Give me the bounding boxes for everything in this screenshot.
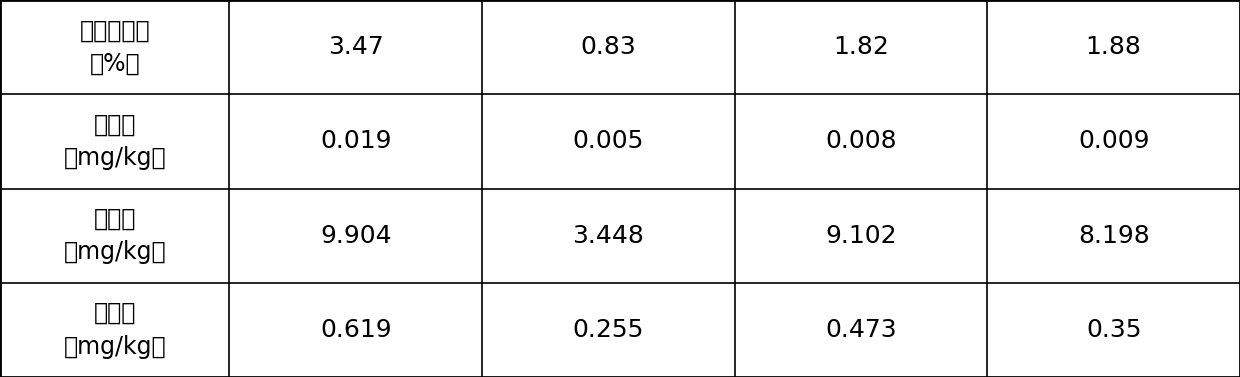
Text: 1.88: 1.88 bbox=[1086, 35, 1142, 59]
Text: 速效氮
（mg/kg）: 速效氮 （mg/kg） bbox=[63, 113, 166, 170]
Text: 0.619: 0.619 bbox=[320, 318, 392, 342]
Text: 0.35: 0.35 bbox=[1086, 318, 1142, 342]
Text: 0.255: 0.255 bbox=[573, 318, 644, 342]
Text: 3.47: 3.47 bbox=[327, 35, 383, 59]
Text: 8.198: 8.198 bbox=[1078, 224, 1149, 248]
Text: 3.448: 3.448 bbox=[573, 224, 645, 248]
Text: 速效钾
（mg/kg）: 速效钾 （mg/kg） bbox=[63, 301, 166, 359]
Text: 速效磷
（mg/kg）: 速效磷 （mg/kg） bbox=[63, 207, 166, 264]
Text: 0.005: 0.005 bbox=[573, 129, 644, 153]
Text: 9.904: 9.904 bbox=[320, 224, 392, 248]
Text: 0.009: 0.009 bbox=[1078, 129, 1149, 153]
Text: 9.102: 9.102 bbox=[825, 224, 897, 248]
Text: 有机质含量
（%）: 有机质含量 （%） bbox=[79, 18, 150, 76]
Text: 0.008: 0.008 bbox=[825, 129, 897, 153]
Text: 1.82: 1.82 bbox=[833, 35, 889, 59]
Text: 0.83: 0.83 bbox=[580, 35, 636, 59]
Text: 0.019: 0.019 bbox=[320, 129, 392, 153]
Text: 0.473: 0.473 bbox=[825, 318, 897, 342]
